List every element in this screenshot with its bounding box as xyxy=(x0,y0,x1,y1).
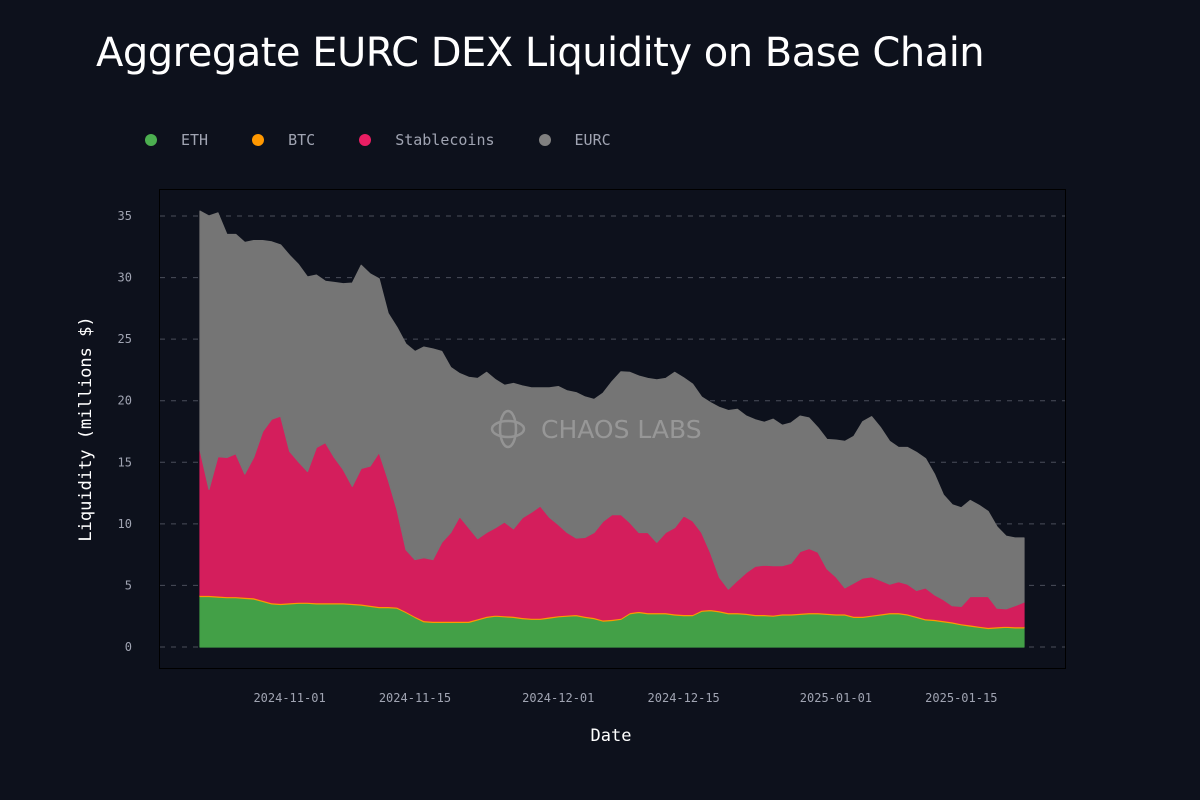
chart-title: Aggregate EURC DEX Liquidity on Base Cha… xyxy=(96,30,985,76)
y-tick-label: 30 xyxy=(118,271,132,285)
legend-item-eurc[interactable]: EURC xyxy=(538,131,611,149)
y-tick-label: 5 xyxy=(125,578,132,592)
x-tick-label: 2024-12-15 xyxy=(648,691,720,705)
eth-dot-icon xyxy=(145,134,157,146)
legend-label: EURC xyxy=(574,131,611,149)
legend-label: BTC xyxy=(288,131,316,149)
legend: ETH BTC Stablecoins EURC xyxy=(145,131,655,149)
y-tick-label: 25 xyxy=(118,332,132,346)
btc-dot-icon xyxy=(252,134,265,146)
chaos-labs-logo-icon xyxy=(490,409,526,449)
y-tick-label: 20 xyxy=(118,394,132,408)
plot-frame xyxy=(159,189,1066,669)
x-tick-label: 2024-11-01 xyxy=(253,691,325,705)
x-tick-label: 2025-01-15 xyxy=(925,691,997,705)
x-tick-label: 2025-01-01 xyxy=(800,691,872,705)
y-axis-title: Liquidity (millions $) xyxy=(76,316,96,541)
eurc-dot-icon xyxy=(538,134,551,146)
y-tick-label: 15 xyxy=(118,455,132,469)
legend-item-stablecoins[interactable]: Stablecoins xyxy=(359,131,495,149)
x-axis-title: Date xyxy=(591,726,632,746)
legend-label: ETH xyxy=(181,131,209,149)
watermark-text: CHAOS LABS xyxy=(541,415,702,444)
y-tick-label: 10 xyxy=(118,517,132,531)
stablecoins-dot-icon xyxy=(359,134,372,146)
watermark: CHAOS LABS xyxy=(490,409,702,449)
y-tick-label: 0 xyxy=(125,640,132,654)
legend-label: Stablecoins xyxy=(395,131,495,149)
x-tick-label: 2024-12-01 xyxy=(522,691,594,705)
legend-item-eth[interactable]: ETH xyxy=(145,131,208,149)
x-tick-label: 2024-11-15 xyxy=(379,691,451,705)
y-tick-label: 35 xyxy=(118,209,132,223)
area-eurc xyxy=(199,210,1025,610)
legend-item-btc[interactable]: BTC xyxy=(252,131,315,149)
